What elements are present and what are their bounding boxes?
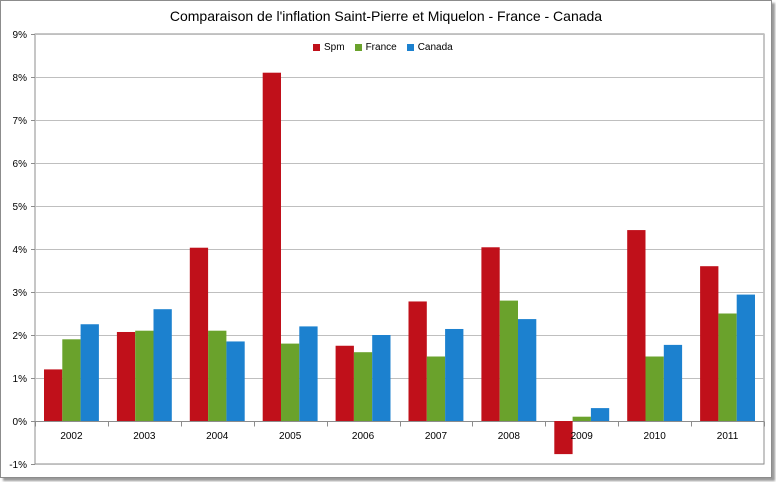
x-tick-label: 2004 xyxy=(206,431,229,442)
y-tick-label: 5% xyxy=(13,202,28,213)
x-tick-label: 2007 xyxy=(425,431,448,442)
x-tick-label: 2002 xyxy=(60,431,83,442)
legend-swatch-france xyxy=(354,44,362,51)
bar-canada-2002 xyxy=(80,324,99,421)
legend-item-spm: Spm xyxy=(313,42,345,53)
x-tick-label: 2008 xyxy=(498,431,521,442)
bar-canada-2006 xyxy=(372,335,391,421)
bar-france-2007 xyxy=(426,356,446,421)
legend-swatch-canada xyxy=(406,44,414,51)
legend-label-france: France xyxy=(365,42,397,53)
x-tick-label: 2010 xyxy=(644,431,667,442)
y-tick-label: 4% xyxy=(13,245,28,256)
bar-spm-2004 xyxy=(189,247,209,421)
bar-france-2004 xyxy=(208,330,227,421)
y-tick-label: 7% xyxy=(13,116,28,127)
y-tick-label: 2% xyxy=(13,331,28,342)
bar-chart: -1% 0% 1% 2% 3% 4% 5% 6% 7% 8% 9% 2002 2003 2004 2005 2… xyxy=(9,30,765,471)
x-tick-label: 2006 xyxy=(352,431,375,442)
legend-item-france: France xyxy=(354,42,397,53)
bar-spm-2011 xyxy=(700,266,719,421)
y-tick-label: 9% xyxy=(13,30,28,41)
bar-canada-2009 xyxy=(590,408,610,421)
chart-title: Comparaison de l'inflation Saint-Pierre … xyxy=(169,8,603,24)
bar-france-2008 xyxy=(499,300,518,421)
x-tick-label: 2011 xyxy=(717,431,739,442)
legend-swatch-spm xyxy=(313,44,320,51)
bar-spm-2006 xyxy=(335,345,354,421)
legend-label-spm: Spm xyxy=(324,42,345,53)
bar-spm-2005 xyxy=(262,72,281,421)
bar-france-2005 xyxy=(281,343,300,421)
bar-canada-2008 xyxy=(518,319,537,421)
bar-canada-2003 xyxy=(153,309,172,421)
bar-spm-2007 xyxy=(408,301,427,421)
bar-spm-2003 xyxy=(116,331,136,421)
y-tick-label: 6% xyxy=(13,159,28,170)
bar-france-2009 xyxy=(572,416,591,421)
bar-canada-2005 xyxy=(299,326,318,421)
bar-canada-2004 xyxy=(226,341,245,421)
legend-item-canada: Canada xyxy=(406,42,453,53)
bar-spm-2008 xyxy=(481,247,500,421)
bar-canada-2010 xyxy=(663,344,683,421)
legend-label-canada: Canada xyxy=(417,42,453,53)
y-tick-label: 8% xyxy=(13,73,28,84)
bar-canada-2011 xyxy=(736,294,755,421)
bar-france-2006 xyxy=(353,352,373,421)
bar-france-2011 xyxy=(718,313,737,421)
y-tick-label: 3% xyxy=(13,288,28,299)
bar-spm-2002 xyxy=(44,369,63,421)
bar-france-2003 xyxy=(135,330,154,421)
x-tick-label: 2009 xyxy=(571,431,594,442)
bar-france-2010 xyxy=(645,356,664,421)
x-tick-label: 2005 xyxy=(279,431,302,442)
y-tick-label: -1% xyxy=(9,460,27,471)
x-tick-label: 2003 xyxy=(133,431,156,442)
chart-legend: Spm France Canada xyxy=(313,42,453,53)
bar-france-2002 xyxy=(62,339,81,421)
bar-canada-2007 xyxy=(445,328,464,421)
bar-spm-2009 xyxy=(554,421,573,455)
y-tick-label: 0% xyxy=(13,417,28,428)
y-tick-label: 1% xyxy=(13,374,28,385)
bar-spm-2010 xyxy=(627,230,646,421)
